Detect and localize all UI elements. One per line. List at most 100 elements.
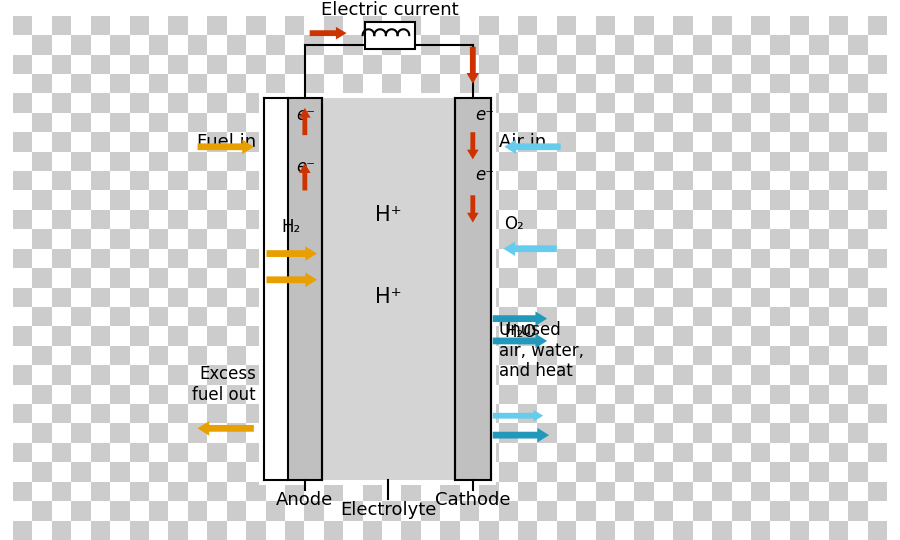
Bar: [110, 74, 130, 93]
Bar: [770, 230, 790, 249]
Bar: [557, 55, 576, 74]
Bar: [596, 307, 615, 326]
Bar: [868, 55, 886, 74]
Bar: [751, 521, 770, 540]
Bar: [790, 307, 809, 326]
Bar: [382, 268, 401, 288]
Bar: [110, 307, 130, 326]
Bar: [227, 326, 246, 346]
Bar: [615, 93, 634, 113]
Bar: [304, 171, 324, 191]
Bar: [207, 132, 227, 152]
Bar: [518, 326, 537, 346]
Bar: [71, 423, 91, 443]
Bar: [14, 462, 32, 482]
Bar: [130, 16, 149, 35]
Bar: [110, 93, 130, 113]
Bar: [460, 113, 479, 132]
Bar: [401, 35, 421, 55]
Bar: [266, 268, 285, 288]
Bar: [91, 521, 110, 540]
Bar: [91, 482, 110, 501]
Bar: [654, 210, 673, 230]
Bar: [168, 132, 188, 152]
Bar: [596, 113, 615, 132]
Bar: [266, 443, 285, 462]
Bar: [596, 462, 615, 482]
Bar: [557, 365, 576, 384]
Bar: [557, 35, 576, 55]
Bar: [634, 288, 654, 307]
Bar: [693, 501, 712, 521]
Bar: [634, 55, 654, 74]
Bar: [266, 191, 285, 210]
Bar: [304, 191, 324, 210]
Bar: [868, 365, 886, 384]
Bar: [596, 404, 615, 423]
Text: H₂: H₂: [281, 218, 301, 236]
Bar: [557, 16, 576, 35]
Bar: [304, 346, 324, 365]
Bar: [71, 249, 91, 268]
Bar: [576, 501, 596, 521]
Bar: [440, 365, 460, 384]
Bar: [790, 191, 809, 210]
Bar: [266, 288, 285, 307]
Bar: [693, 404, 712, 423]
Bar: [188, 16, 207, 35]
Bar: [168, 443, 188, 462]
Bar: [790, 210, 809, 230]
Bar: [460, 152, 479, 171]
Bar: [266, 501, 285, 521]
Bar: [751, 288, 770, 307]
Bar: [71, 326, 91, 346]
Bar: [809, 501, 829, 521]
Bar: [304, 462, 324, 482]
Bar: [304, 443, 324, 462]
Bar: [557, 521, 576, 540]
Bar: [207, 152, 227, 171]
Bar: [518, 482, 537, 501]
Bar: [246, 55, 266, 74]
Bar: [324, 384, 343, 404]
Bar: [91, 35, 110, 55]
Bar: [499, 93, 518, 113]
Bar: [732, 423, 751, 443]
Bar: [751, 132, 770, 152]
Bar: [382, 152, 401, 171]
Bar: [518, 462, 537, 482]
Bar: [673, 326, 693, 346]
Bar: [246, 152, 266, 171]
Bar: [557, 346, 576, 365]
Bar: [440, 521, 460, 540]
Bar: [460, 74, 479, 93]
Bar: [52, 423, 71, 443]
Bar: [110, 230, 130, 249]
Bar: [790, 16, 809, 35]
Bar: [52, 288, 71, 307]
FancyArrow shape: [492, 334, 547, 348]
Bar: [421, 35, 440, 55]
Bar: [382, 482, 401, 501]
Bar: [479, 346, 499, 365]
Bar: [382, 16, 401, 35]
Bar: [324, 462, 343, 482]
FancyArrow shape: [198, 421, 254, 436]
Bar: [479, 307, 499, 326]
Bar: [401, 404, 421, 423]
Bar: [382, 35, 401, 55]
Bar: [732, 171, 751, 191]
Bar: [537, 384, 557, 404]
Bar: [460, 210, 479, 230]
Bar: [615, 230, 634, 249]
Bar: [829, 93, 848, 113]
Bar: [168, 365, 188, 384]
Bar: [91, 230, 110, 249]
Bar: [401, 171, 421, 191]
Bar: [848, 230, 868, 249]
Bar: [363, 249, 382, 268]
Bar: [732, 326, 751, 346]
Bar: [285, 16, 304, 35]
Bar: [110, 326, 130, 346]
Bar: [518, 307, 537, 326]
